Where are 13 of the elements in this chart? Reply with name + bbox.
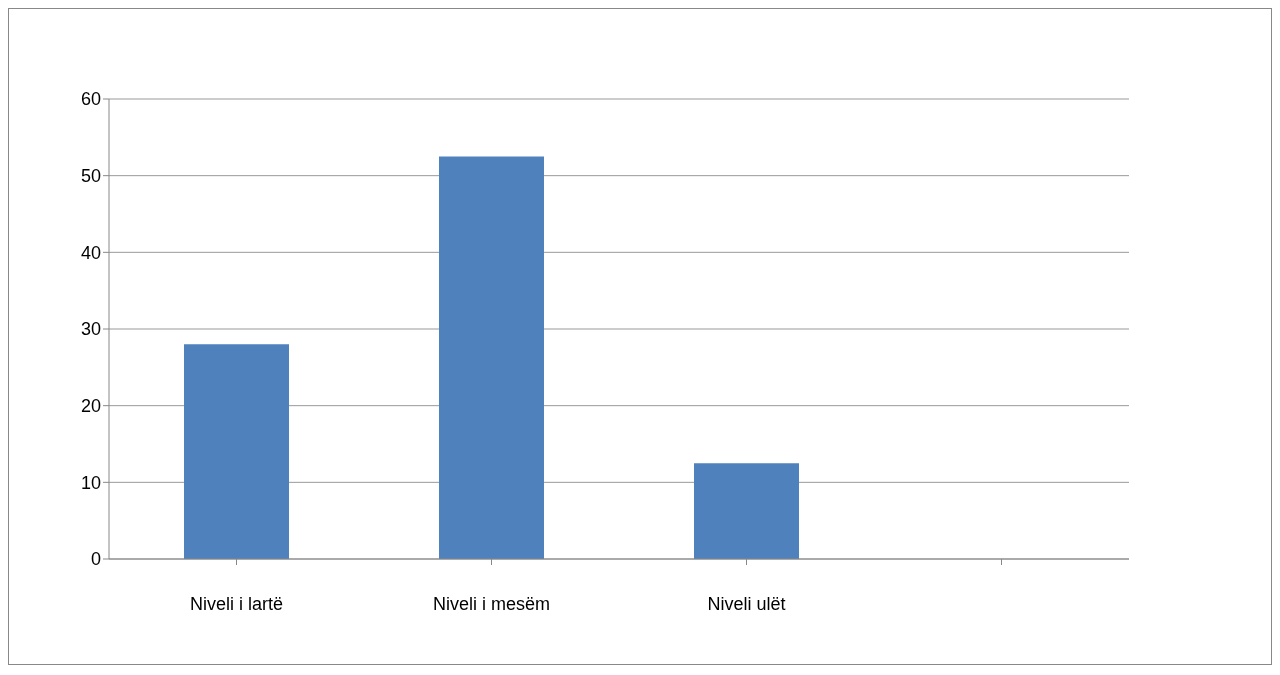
y-tick-label: 20 [80,396,101,417]
y-tick-label: 40 [80,242,101,263]
bar [694,463,799,559]
y-tick-label: 30 [80,319,101,340]
x-tick-label: Niveli ulët [707,593,786,614]
y-tick-label: 60 [80,89,101,110]
y-tick-label: 50 [80,166,101,187]
x-tick-label: Niveli i mesëm [432,593,551,614]
bar [439,156,544,559]
bar [184,344,289,559]
y-tick-label: 10 [80,472,101,493]
x-tick-label: Niveli i lartë [189,593,284,614]
y-tick-label: 0 [90,549,101,570]
